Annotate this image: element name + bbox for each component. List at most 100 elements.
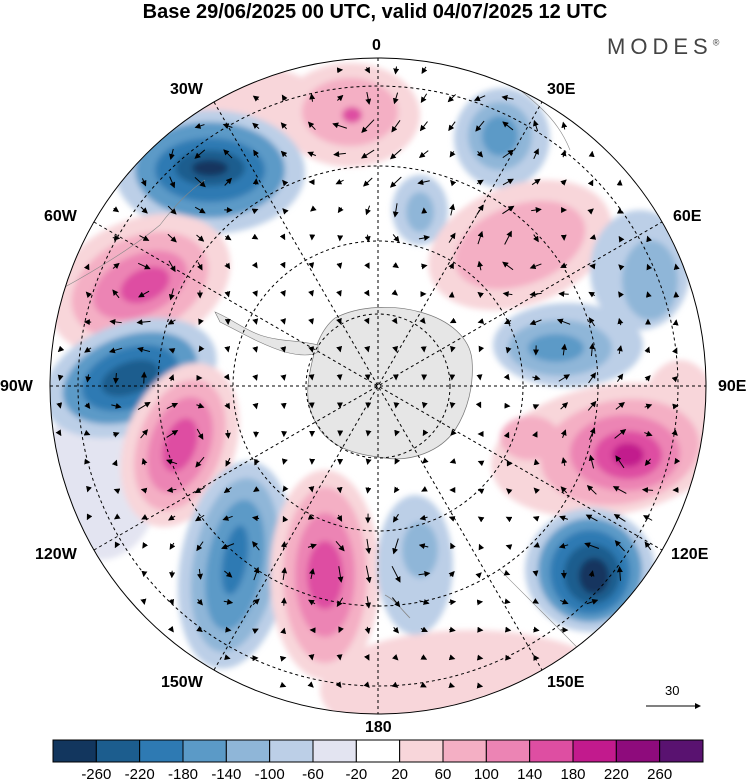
wind-arrow [394,429,400,437]
wind-arrow [589,427,596,440]
wind-arrow [560,262,568,268]
wind-arrow [108,347,123,354]
wind-arrow [417,179,430,186]
wind-arrow [529,263,542,270]
wind-arrow [169,542,176,550]
colorbar-tick-label: -20 [345,766,368,783]
lon-label-120e: 120E [671,546,709,563]
wind-arrow [309,568,315,580]
wind-arrow [365,205,371,216]
wind-arrow [361,149,375,159]
wind-arrow [225,626,232,633]
wind-arrow [252,318,259,325]
wind-arrow [588,150,595,158]
wind-arrow [140,429,149,439]
wind-arrow [57,345,65,353]
wind-arrow [394,457,401,465]
wind-arrow [614,428,627,439]
wind-arrow [335,541,345,552]
wind-arrow [86,485,92,493]
wind-arrow [616,373,624,382]
wind-arrow [418,150,429,159]
wind-arrow [309,93,316,102]
wind-arrow [448,654,456,661]
wind-arrow [419,514,428,521]
wind-arrow [280,346,287,353]
wind-arrow [450,542,456,550]
wind-arrow [168,598,174,606]
wind-arrow [252,598,260,606]
wind-arrow [418,235,431,241]
wind-arrow [109,318,122,325]
wind-arrow [137,401,151,411]
wind-arrow [615,455,625,469]
wind-arrow [560,179,567,186]
wind-arrow [363,681,370,688]
wind-arrow [448,682,456,688]
wind-arrow [422,429,429,437]
colorbar-tick-label: -220 [124,766,155,783]
wind-arrow [167,318,176,325]
wind-arrow [641,487,654,493]
wind-arrow [504,230,512,245]
wind-arrow [113,513,121,520]
wind-arrow [224,262,231,270]
wind-arrow [477,626,484,633]
wind-arrow [616,566,623,581]
wind-arrow [671,429,678,436]
wind-arrow [336,262,343,269]
wind-arrow [533,234,539,243]
wind-arrow [561,457,568,467]
brand-logo: MODES® [607,34,719,60]
wind-arrow [195,514,205,522]
wind-arrow [560,149,567,158]
wind-arrow [419,599,430,605]
wind-arrow [420,654,428,660]
wind-arrow [532,404,540,410]
wind-arrow [136,319,151,326]
wind-arrow [336,597,344,608]
wind-arrow [393,66,400,75]
wind-arrow [587,208,594,215]
lon-label-90w: 90W [0,378,33,395]
wind-arrow [363,289,370,297]
wind-arrow [253,149,259,158]
colorbar-swatch [182,739,227,763]
colorbar-tick-label: -60 [302,766,324,783]
wind-arrow [279,655,287,662]
wind-arrow [505,488,513,495]
wind-arrow [532,570,539,577]
wind-arrow [336,94,344,102]
wind-arrow [476,179,484,186]
wind-arrow [224,234,232,241]
wind-arrow [503,569,511,576]
wind-arrow [280,627,287,635]
wind-arrow [336,345,343,353]
wind-arrow [558,542,569,549]
wind-arrow [392,654,399,661]
lon-label-90e: 90E [718,378,747,395]
wind-arrow [477,318,485,324]
graticule [50,58,706,714]
wind-arrow [194,206,206,214]
wind-arrow [588,570,595,577]
wind-arrow [505,544,513,550]
wind-arrow [251,261,258,269]
wind-arrow [281,567,288,580]
antarctic-peninsula [214,311,319,356]
wind-arrow [644,430,653,437]
wind-arrow [279,233,286,241]
wind-arrow [449,203,456,216]
wind-arrow [421,66,428,74]
wind-arrow [671,376,679,383]
wind-arrow [252,541,260,551]
wind-arrow [83,429,91,436]
wind-arrow [280,122,287,130]
wind-arrow [85,374,92,383]
colorbar-swatch [485,739,531,763]
wind-arrow [141,371,148,384]
wind-arrow [533,542,541,548]
wind-arrow [336,289,342,297]
wind-arrow [502,205,515,215]
wind-arrow [477,291,484,299]
